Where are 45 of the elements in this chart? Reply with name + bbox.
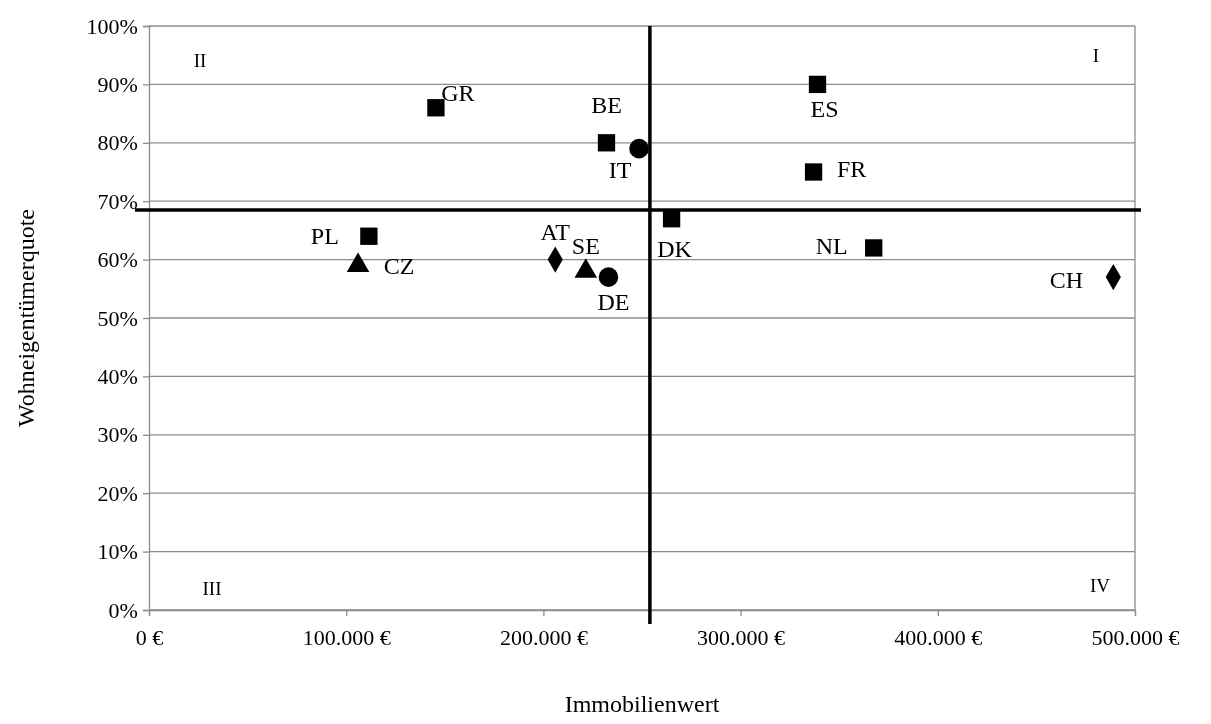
annotation: SE: [571, 233, 600, 260]
annotation: CH: [1049, 267, 1083, 294]
y-tick-label: 30%: [97, 422, 138, 448]
annotation: III: [202, 577, 222, 599]
annotation: NL: [815, 232, 848, 259]
annotation: DE: [597, 289, 630, 316]
y-tick-label: 40%: [97, 363, 138, 389]
annotation: II: [193, 49, 207, 71]
y-tick-label: 80%: [97, 130, 138, 156]
y-tick-label: 10%: [97, 539, 138, 565]
annotation: I: [1092, 44, 1100, 66]
x-tick-label: 400.000 €: [894, 625, 983, 651]
y-tick-label: 60%: [97, 247, 138, 273]
annotation: FR: [836, 156, 867, 182]
point: [598, 267, 619, 287]
annotation: IT: [608, 156, 632, 183]
y-tick-label: 50%: [97, 305, 138, 331]
y-tick-label: 0%: [108, 597, 138, 623]
x-tick-label: 100.000 €: [302, 625, 391, 651]
annotation: GR: [441, 79, 475, 106]
point: [808, 75, 827, 94]
annotation: BE: [591, 91, 622, 118]
point: [865, 239, 883, 257]
point: [662, 210, 681, 228]
x-tick-label: 500.000 €: [1091, 625, 1180, 651]
point: [360, 227, 378, 245]
x-tick-label: 300.000 €: [697, 625, 786, 651]
point: [427, 99, 445, 117]
point: [629, 138, 649, 159]
y-tick-label: 70%: [97, 188, 138, 214]
annotation: IV: [1089, 574, 1111, 596]
y-tick-label: 20%: [97, 480, 138, 506]
annotation: AT: [540, 218, 571, 245]
point: [597, 134, 616, 152]
annotation: PL: [310, 223, 339, 250]
annotation: ES: [810, 96, 839, 123]
annotation: DK: [657, 235, 693, 262]
y-tick-label: 90%: [97, 71, 138, 97]
annotation: CZ: [383, 253, 415, 280]
x-tick-label: 200.000 €: [499, 625, 588, 651]
point: [804, 163, 823, 181]
y-axis-title: Wohneigentümerquote: [13, 208, 39, 428]
x-axis-title: Immobilienwert: [564, 691, 720, 717]
y-tick-label: 100%: [86, 13, 138, 39]
x-tick-label: 0 €: [135, 625, 164, 651]
